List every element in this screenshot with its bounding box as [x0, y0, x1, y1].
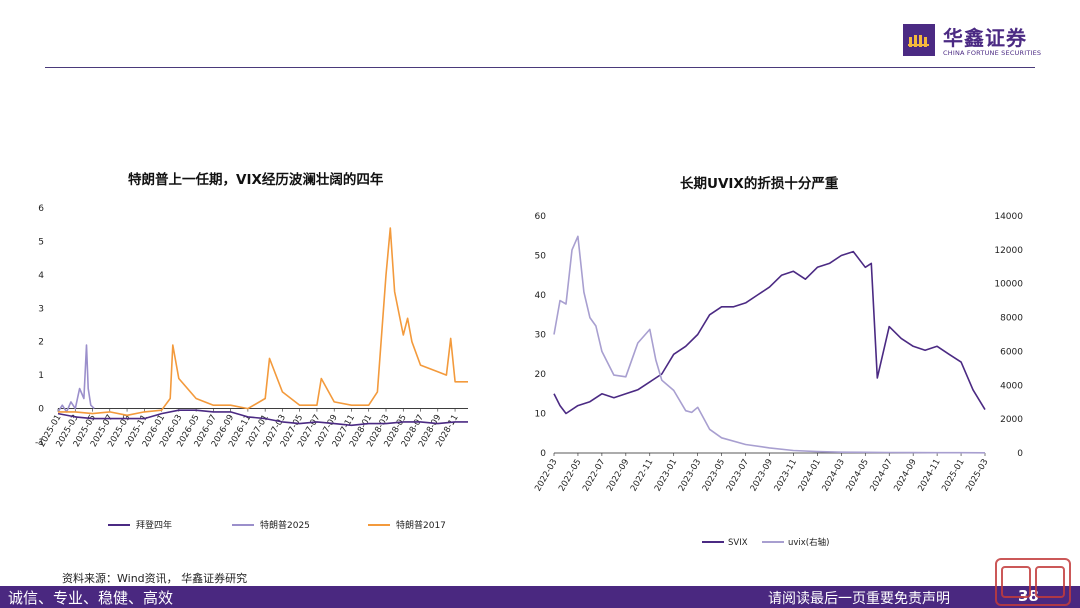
- x-tick-label: 2025-03: [964, 458, 990, 494]
- y-right-tick-label: 2000: [1000, 415, 1023, 425]
- y-tick-label: 1: [38, 371, 44, 381]
- x-tick-label: 2023-01: [653, 458, 679, 494]
- x-tick-label: 2022-11: [629, 458, 655, 494]
- x-tick-label: 2022-03: [533, 458, 559, 494]
- y-left-tick-label: 20: [535, 370, 547, 380]
- footer-disclaimer-link[interactable]: 请阅读最后一页重要免责声明: [768, 591, 950, 607]
- y-left-tick-label: 50: [535, 252, 547, 262]
- y-right-tick-label: 12000: [994, 246, 1023, 256]
- y-tick-label: 0: [38, 405, 44, 415]
- x-tick-label: 2023-09: [749, 458, 775, 494]
- seal-stamp-icon: [995, 558, 1071, 606]
- legend-label: uvix(右轴): [788, 537, 829, 548]
- y-left-tick-label: 60: [535, 212, 547, 222]
- y-left-tick-label: 10: [535, 410, 547, 420]
- y-right-tick-label: 4000: [1000, 381, 1023, 391]
- header-divider: [45, 67, 1035, 68]
- series-line-1: [57, 344, 95, 413]
- x-tick-label: 2022-05: [557, 458, 583, 494]
- series-line-0: [57, 409, 468, 427]
- y-right-tick-label: 10000: [994, 280, 1023, 290]
- svix-uvix-chart: 0 10 20 30 40 50 60 0 2000 4000 6000 8000 10000 12000…: [533, 212, 1023, 548]
- x-tick-label: 2024-09: [892, 458, 918, 494]
- y-tick-label: 6: [38, 204, 44, 214]
- legend-label: 拜登四年: [136, 519, 172, 531]
- y-right-tick-label: 0: [1017, 449, 1023, 459]
- y-left-tick-label: 30: [535, 331, 547, 341]
- logo-name-cn: 华鑫证券: [943, 26, 1027, 50]
- y-right-tick-label: 14000: [994, 212, 1023, 222]
- logo-mark-icon: [903, 24, 935, 56]
- logo-name-en: CHINA FORTUNE SECURITIES: [943, 49, 1042, 57]
- y-tick-label: 2: [38, 338, 44, 348]
- y-left-tick-label: 40: [535, 291, 547, 301]
- legend-label: 特朗普2017: [396, 519, 446, 531]
- footer-motto: 诚信、专业、稳健、高效: [8, 589, 174, 607]
- x-tick-label: 2022-09: [605, 458, 631, 494]
- x-tick-label: 2023-07: [725, 458, 751, 494]
- y-tick-label: 3: [38, 304, 44, 314]
- company-logo: 华鑫证券 CHINA FORTUNE SECURITIES: [903, 22, 1043, 62]
- x-tick-label: 2023-11: [773, 458, 799, 494]
- legend-label: 特朗普2025: [260, 519, 310, 531]
- series-line-2: [58, 227, 468, 417]
- x-tick-label: 2024-07: [868, 458, 894, 494]
- y-right-tick-label: 8000: [1000, 314, 1023, 324]
- chart1-title: 特朗普上一任期，VIX经历波澜壮阔的四年: [128, 172, 384, 188]
- footer-bar: 诚信、专业、稳健、高效 请阅读最后一页重要免责声明 38: [0, 586, 1080, 608]
- series-line-1: [553, 235, 986, 454]
- x-tick-label: 2024-01: [797, 458, 823, 494]
- y-left-tick-label: 0: [540, 449, 546, 459]
- chart2-title: 长期UVIX的折损十分严重: [680, 176, 839, 192]
- x-tick-label: 2024-03: [821, 458, 847, 494]
- y-tick-label: 5: [38, 237, 44, 247]
- x-tick-label: 2024-05: [844, 458, 870, 494]
- x-tick-label: 2022-07: [581, 458, 607, 494]
- x-tick-label: 2023-03: [677, 458, 703, 494]
- x-tick-label: 2023-05: [701, 458, 727, 494]
- series-line-0: [553, 250, 986, 415]
- x-tick-label: 2025-01: [940, 458, 966, 494]
- legend-label: SVIX: [728, 538, 748, 548]
- data-source-note: 资料来源：Wind资讯， 华鑫证券研究: [62, 572, 248, 585]
- y-tick-label: -1: [35, 438, 44, 448]
- y-tick-label: 4: [38, 271, 44, 281]
- vix-comparison-chart: -101234562025-012025-032025-052025-07202…: [35, 204, 468, 531]
- x-tick-label: 2024-11: [916, 458, 942, 494]
- y-right-tick-label: 6000: [1000, 347, 1023, 357]
